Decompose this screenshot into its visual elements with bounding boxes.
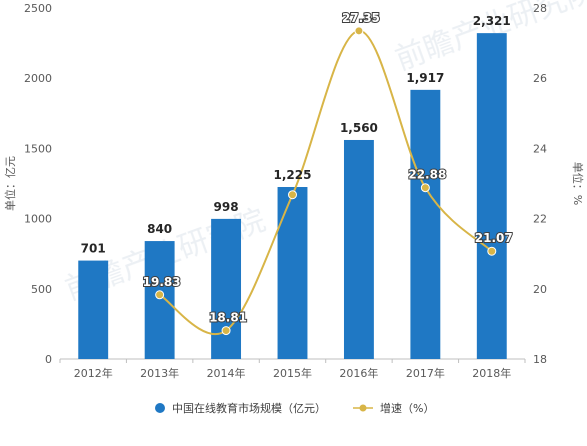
y2-tick-label: 20 [533, 283, 547, 296]
x-tick-label: 2017年 [406, 366, 445, 380]
bar-value-label: 1,917 [406, 71, 444, 85]
y2-tick-label: 24 [533, 142, 547, 155]
growth-value-label: 19.83 [143, 275, 181, 289]
growth-point [288, 190, 297, 200]
y-tick-label: 2000 [24, 72, 52, 85]
y-tick-label: 500 [31, 283, 52, 296]
y2-tick-label: 22 [533, 213, 547, 226]
y2-tick-label: 26 [533, 72, 547, 85]
growth-point [221, 326, 231, 336]
data-labels: 701 840 998 1,225 1,560 1,917 2,321 19.83 18.81 2… [81, 10, 514, 326]
bars [78, 33, 507, 360]
bar-value-label: 701 [81, 242, 106, 256]
axes: 0 500 1000 1500 2000 2500 18 20 22 24 26 28 2012年 201… [3, 2, 585, 380]
x-tick-label: 2012年 [74, 366, 113, 380]
y-tick-label: 1500 [24, 142, 52, 155]
bar [343, 139, 374, 359]
legend: 中国在线教育市场规模（亿元） 增速（%） [155, 401, 434, 415]
y-tick-label: 0 [45, 353, 52, 366]
y2-tick-label: 18 [533, 353, 547, 366]
legend-bar-marker [155, 403, 165, 413]
growth-line-series [155, 26, 497, 336]
y-axis-title: 单位：亿元 [3, 156, 17, 211]
growth-point [155, 290, 165, 300]
x-tick-label: 2018年 [472, 366, 511, 380]
x-tick-label: 2015年 [273, 366, 312, 380]
growth-value-label: 22.88 [408, 168, 446, 182]
bar [144, 241, 175, 359]
x-tick-label: 2014年 [207, 366, 246, 380]
legend-line-marker-dot [359, 404, 367, 412]
bar-value-label: 998 [214, 200, 239, 214]
y-tick-label: 1000 [24, 213, 52, 226]
x-tick-label: 2016年 [339, 366, 378, 380]
growth-point [487, 246, 497, 256]
legend-bar-label: 中国在线教育市场规模（亿元） [172, 401, 326, 415]
bar [476, 33, 507, 360]
bar [410, 89, 441, 359]
growth-value-label: 27.35 [342, 11, 380, 25]
bar [211, 218, 242, 359]
y-tick-label: 2500 [24, 2, 52, 15]
legend-line-label: 增速（%） [380, 401, 434, 415]
x-tick-label: 2013年 [140, 366, 179, 380]
y2-tick-label: 28 [533, 2, 547, 15]
bar-value-label: 2,321 [473, 14, 511, 28]
bar [78, 260, 109, 359]
growth-value-label: 21.07 [475, 231, 513, 245]
growth-value-label: 18.81 [209, 311, 247, 325]
y2-axis-title: 单位：% [571, 162, 585, 205]
watermark: 前瞻产业研究院 前瞻产业研究院 [61, 0, 587, 308]
bar-value-label: 1,560 [340, 121, 378, 135]
bar [277, 187, 308, 359]
growth-point [420, 183, 430, 193]
growth-point [354, 26, 364, 36]
bar-value-label: 1,225 [274, 168, 312, 182]
bar-value-label: 840 [147, 222, 172, 236]
